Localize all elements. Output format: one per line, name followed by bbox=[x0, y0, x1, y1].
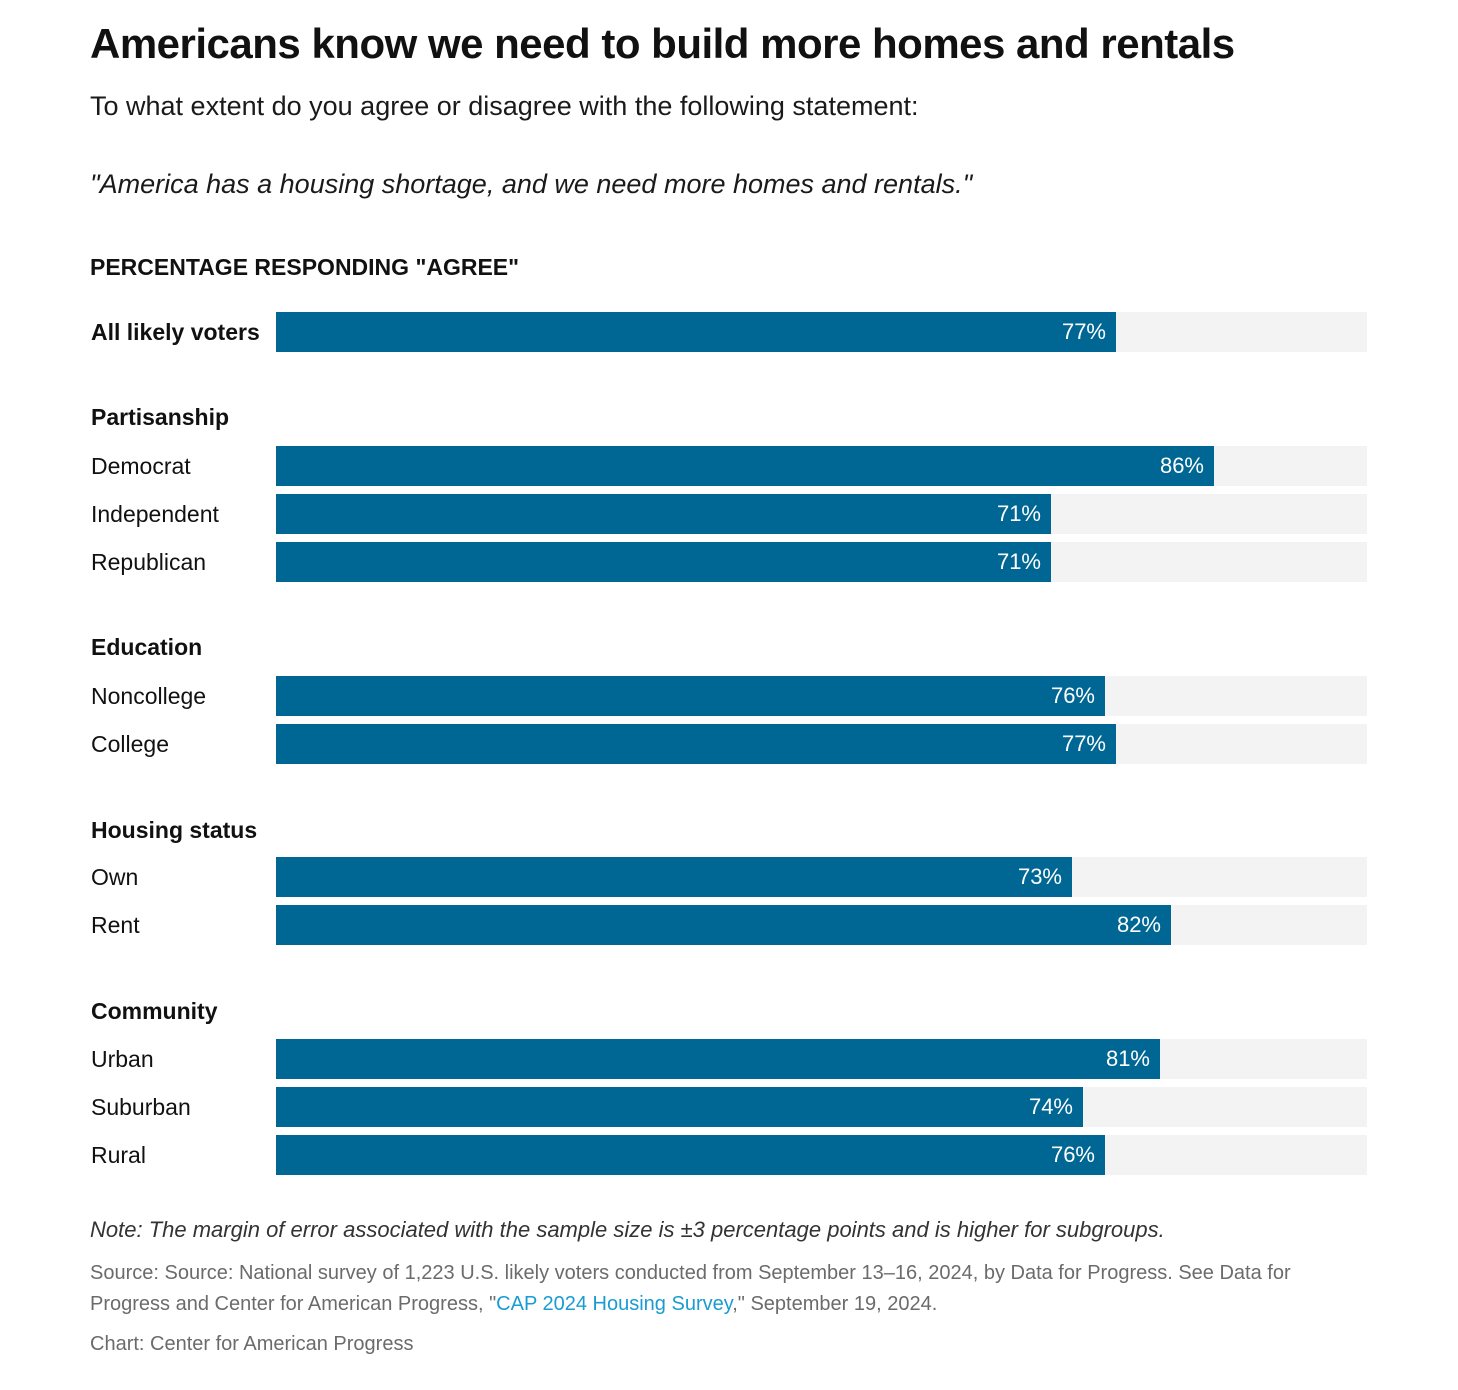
bar-track: 73% bbox=[276, 857, 1367, 897]
category-label: Republican bbox=[91, 549, 207, 575]
bar-track: 77% bbox=[276, 312, 1367, 352]
bar-track: 71% bbox=[276, 542, 1367, 582]
bar bbox=[276, 905, 1171, 945]
survey-statement: "America has a housing shortage, and we … bbox=[90, 169, 973, 199]
bar bbox=[276, 312, 1116, 352]
data-label: 81% bbox=[1105, 1046, 1150, 1071]
bar bbox=[276, 1087, 1083, 1127]
bar-track: 76% bbox=[276, 676, 1367, 716]
bar-track: 74% bbox=[276, 1087, 1367, 1127]
bar-track: 77% bbox=[276, 724, 1367, 764]
data-label: 71% bbox=[996, 501, 1041, 526]
chart-title: Americans know we need to build more hom… bbox=[90, 20, 1235, 67]
category-label: Urban bbox=[91, 1046, 154, 1072]
chart-source: Source: Source: National survey of 1,223… bbox=[90, 1258, 1370, 1320]
chart-container: Americans know we need to build more hom… bbox=[90, 0, 1370, 1390]
data-label: 77% bbox=[1061, 731, 1106, 756]
group-label: Housing status bbox=[91, 817, 258, 843]
bar bbox=[276, 494, 1051, 534]
chart-credit: Chart: Center for American Progress bbox=[90, 1333, 414, 1355]
group-label: Partisanship bbox=[91, 404, 230, 430]
category-label: Suburban bbox=[91, 1094, 191, 1120]
measure-label: PERCENTAGE RESPONDING "AGREE" bbox=[90, 254, 520, 280]
category-label: All likely voters bbox=[91, 319, 260, 345]
bar bbox=[276, 676, 1105, 716]
category-label: Democrat bbox=[91, 453, 191, 479]
bar bbox=[276, 1039, 1160, 1079]
data-label: 82% bbox=[1116, 912, 1161, 937]
category-label: Rent bbox=[91, 912, 140, 938]
bar-track: 86% bbox=[276, 446, 1367, 486]
bar-chart: All likely voters 77% Partisanship Democrat… bbox=[90, 0, 1370, 1200]
data-label: 76% bbox=[1050, 683, 1095, 708]
bar bbox=[276, 446, 1214, 486]
bar-track: 71% bbox=[276, 494, 1367, 534]
chart-note: Note: The margin of error associated wit… bbox=[90, 1217, 1165, 1242]
source-text: Source: Source: National survey of 1,223… bbox=[90, 1262, 1291, 1315]
category-label: Own bbox=[91, 864, 139, 890]
bar-track: 81% bbox=[276, 1039, 1367, 1079]
source-suffix: ," September 19, 2024. bbox=[732, 1293, 938, 1315]
category-label: Rural bbox=[91, 1142, 146, 1168]
bar bbox=[276, 542, 1051, 582]
category-label: College bbox=[91, 731, 169, 757]
data-label: 74% bbox=[1028, 1094, 1073, 1119]
group-label: Education bbox=[91, 634, 203, 660]
chart-subtitle: To what extent do you agree or disagree … bbox=[90, 91, 919, 121]
data-label: 77% bbox=[1061, 319, 1106, 344]
bar-track: 82% bbox=[276, 905, 1367, 945]
bar bbox=[276, 857, 1072, 897]
group-label: Community bbox=[91, 998, 218, 1024]
data-label: 73% bbox=[1017, 864, 1062, 889]
category-label: Noncollege bbox=[91, 683, 207, 709]
category-label: Independent bbox=[91, 501, 219, 527]
data-label: 71% bbox=[996, 549, 1041, 574]
bar-track: 76% bbox=[276, 1135, 1367, 1175]
data-label: 76% bbox=[1050, 1142, 1095, 1167]
data-label: 86% bbox=[1159, 453, 1204, 478]
bar bbox=[276, 1135, 1105, 1175]
source-link[interactable]: CAP 2024 Housing Survey bbox=[496, 1293, 733, 1315]
bar bbox=[276, 724, 1116, 764]
